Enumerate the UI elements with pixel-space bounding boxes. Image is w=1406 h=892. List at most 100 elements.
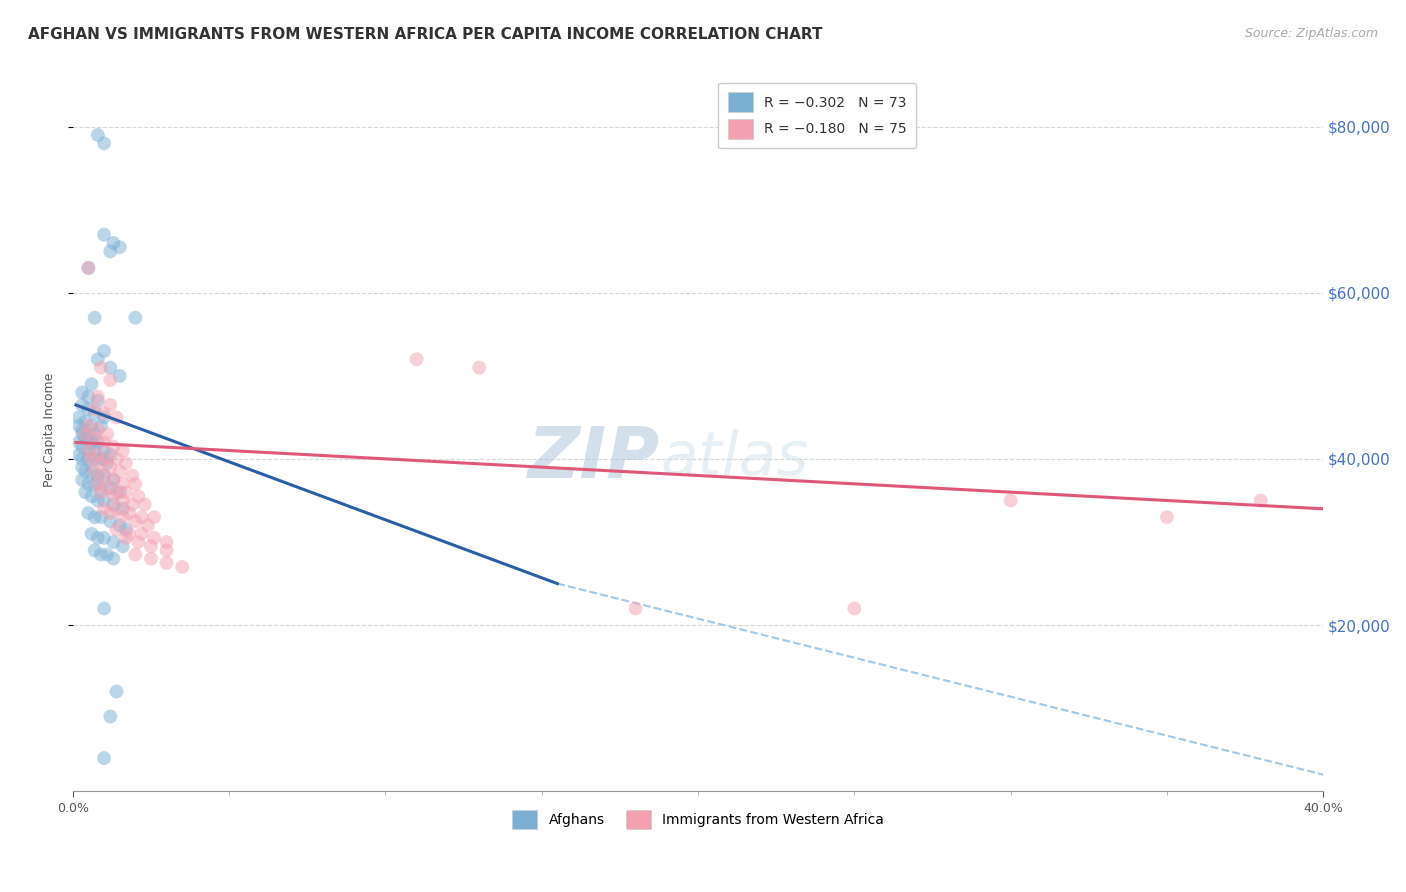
Afghans [98,360,121,375]
Afghans [77,476,100,491]
Afghans [105,684,128,698]
Immigrants from Western Africa [96,481,118,495]
Immigrants from Western Africa [93,406,115,420]
Afghans [93,410,115,425]
Immigrants from Western Africa [83,402,105,417]
Immigrants from Western Africa [131,526,153,541]
Afghans [67,418,90,433]
Afghans [70,452,93,467]
Afghans [90,452,112,467]
Immigrants from Western Africa [90,485,112,500]
Immigrants from Western Africa [155,535,177,549]
Immigrants from Western Africa [108,465,131,479]
Afghans [108,368,131,383]
Immigrants from Western Africa [96,452,118,467]
Immigrants from Western Africa [103,473,125,487]
Afghans [70,460,93,475]
Afghans [93,531,115,545]
Afghans [96,548,118,562]
Immigrants from Western Africa [121,498,143,512]
Afghans [70,427,93,442]
Immigrants from Western Africa [105,452,128,467]
Afghans [83,510,105,524]
Afghans [103,498,125,512]
Afghans [75,431,97,445]
Afghans [77,260,100,275]
Afghans [103,535,125,549]
Afghans [98,244,121,259]
Afghans [75,465,97,479]
Afghans [87,435,110,450]
Immigrants from Western Africa [75,427,97,442]
Immigrants from Western Africa [134,498,156,512]
Immigrants from Western Africa [93,435,115,450]
Y-axis label: Per Capita Income: Per Capita Income [44,373,56,487]
Immigrants from Western Africa [83,465,105,479]
Immigrants from Western Africa [1156,510,1178,524]
Immigrants from Western Africa [127,535,149,549]
Afghans [98,481,121,495]
Text: atlas: atlas [661,429,808,488]
Immigrants from Western Africa [115,531,138,545]
Immigrants from Western Africa [98,460,121,475]
Afghans [77,506,100,520]
Afghans [90,481,112,495]
Afghans [98,514,121,528]
Immigrants from Western Africa [87,448,110,462]
Afghans [83,427,105,442]
Legend: Afghans, Immigrants from Western Africa: Afghans, Immigrants from Western Africa [508,805,889,835]
Immigrants from Western Africa [118,526,141,541]
Afghans [70,423,93,437]
Immigrants from Western Africa [90,456,112,470]
Immigrants from Western Africa [87,476,110,491]
Immigrants from Western Africa [90,360,112,375]
Immigrants from Western Africa [98,506,121,520]
Afghans [124,310,146,325]
Afghans [93,443,115,458]
Immigrants from Western Africa [80,452,103,467]
Immigrants from Western Africa [172,560,194,574]
Immigrants from Western Africa [103,489,125,503]
Afghans [80,377,103,392]
Afghans [103,235,125,250]
Afghans [87,393,110,408]
Immigrants from Western Africa [87,390,110,404]
Immigrants from Western Africa [136,518,159,533]
Immigrants from Western Africa [83,431,105,445]
Immigrants from Western Africa [98,373,121,387]
Afghans [111,501,134,516]
Immigrants from Western Africa [121,468,143,483]
Afghans [93,227,115,242]
Afghans [80,418,103,433]
Afghans [93,136,115,151]
Afghans [83,543,105,558]
Immigrants from Western Africa [105,410,128,425]
Afghans [83,406,105,420]
Immigrants from Western Africa [844,601,866,615]
Afghans [90,510,112,524]
Afghans [83,452,105,467]
Immigrants from Western Africa [468,360,491,375]
Immigrants from Western Africa [111,443,134,458]
Afghans [111,539,134,553]
Afghans [83,476,105,491]
Immigrants from Western Africa [143,531,166,545]
Afghans [93,468,115,483]
Afghans [87,493,110,508]
Immigrants from Western Africa [405,352,427,367]
Immigrants from Western Africa [87,423,110,437]
Immigrants from Western Africa [111,476,134,491]
Afghans [67,435,90,450]
Afghans [96,456,118,470]
Afghans [103,473,125,487]
Afghans [75,485,97,500]
Afghans [93,343,115,358]
Immigrants from Western Africa [1250,493,1272,508]
Afghans [77,427,100,442]
Immigrants from Western Africa [103,440,125,454]
Afghans [98,709,121,723]
Afghans [83,310,105,325]
Immigrants from Western Africa [115,485,138,500]
Afghans [87,468,110,483]
Immigrants from Western Africa [105,523,128,537]
